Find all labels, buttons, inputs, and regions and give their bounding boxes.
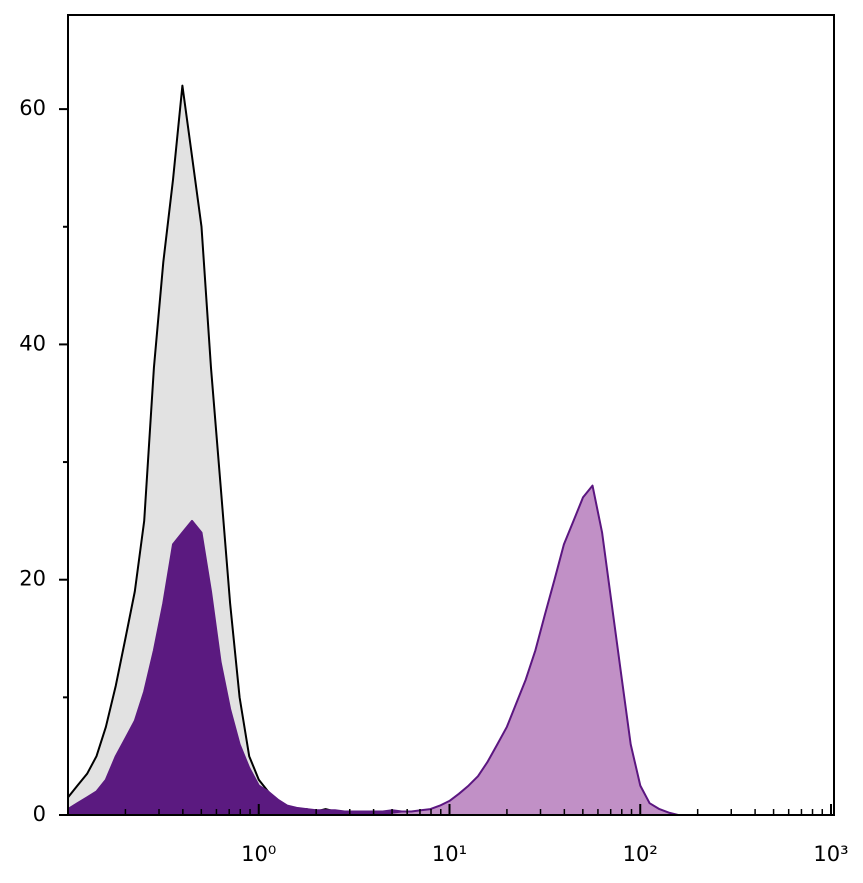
y-tick-label: 20 [19,567,46,591]
y-tick-label: 60 [19,96,46,120]
x-tick-label: 10¹ [432,842,467,866]
x-tick-label: 10³ [813,842,848,866]
y-tick-label: 0 [33,802,46,826]
plot-frame [67,14,835,816]
y-tick-label: 40 [19,331,46,355]
x-tick-label: 10⁰ [241,842,276,866]
x-tick-label: 10² [623,842,658,866]
